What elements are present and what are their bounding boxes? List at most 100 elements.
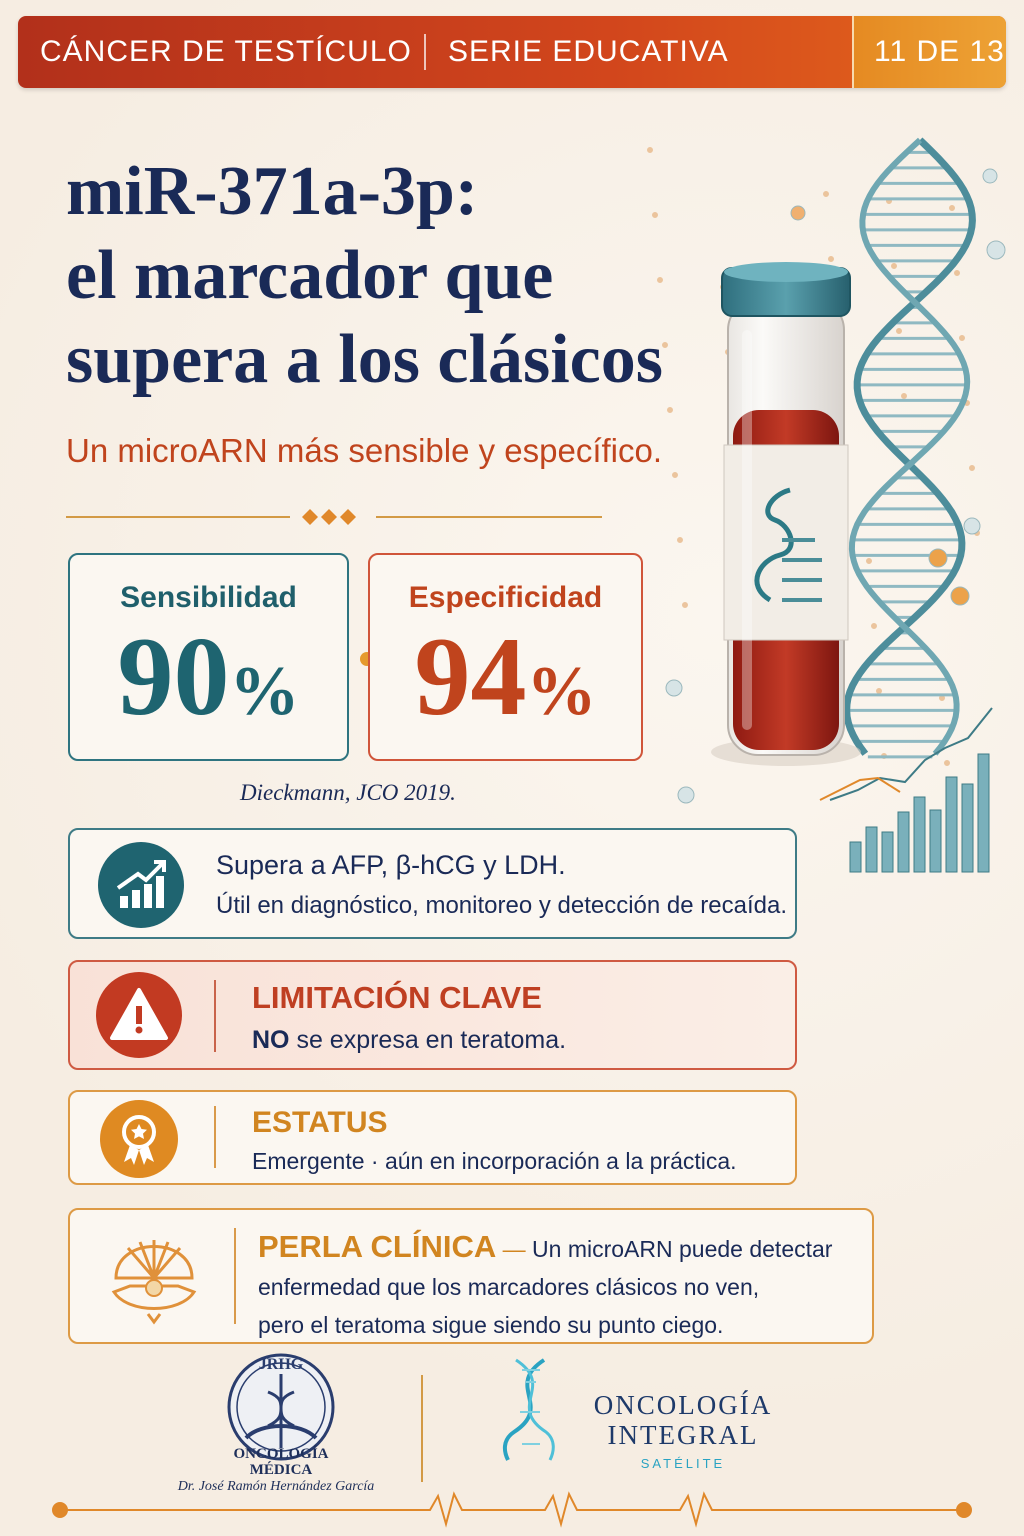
page-counter: 11 DE 13 — [874, 35, 1005, 68]
stat-box: Especificidad 94% — [368, 553, 643, 761]
network-node — [672, 472, 678, 478]
footer-line — [52, 1491, 972, 1528]
network-node — [896, 328, 902, 334]
title-line: el marcador que — [66, 237, 554, 314]
status-text: Emergente · aún en incorporación a la pr… — [252, 1148, 737, 1174]
warning-glyph — [110, 988, 168, 1040]
network-node — [901, 393, 907, 399]
limitation-card: LIMITACIÓN CLAVE NO se expresa en terato… — [68, 960, 797, 1070]
network-node — [647, 147, 653, 153]
bubble — [665, 679, 683, 697]
stat-value: 90% — [70, 617, 347, 752]
decor-trend — [829, 707, 993, 801]
title-line: miR-371a-3p: — [66, 153, 479, 230]
card-divider — [234, 1228, 236, 1324]
warning-icon — [96, 972, 182, 1058]
network-node — [657, 277, 663, 283]
network-node — [876, 688, 882, 694]
limitation-rest: se expresa en teratoma. — [289, 1026, 567, 1054]
card-divider — [214, 1106, 216, 1168]
network-node — [969, 465, 975, 471]
decor-bar — [977, 753, 990, 873]
network-node — [823, 191, 829, 197]
network-node — [667, 407, 673, 413]
header-series: CÁNCER DE TESTÍCULO — [40, 35, 412, 68]
logo-doctor: Dr. José Ramón Hernández García — [177, 1479, 375, 1494]
pearl-title: PERLA CLÍNICA — [258, 1229, 497, 1264]
header-subtitle: SERIE EDUCATIVA — [448, 35, 729, 68]
advantage-title: Supera a AFP, β-hCG y LDH. — [216, 850, 566, 880]
dna-strand — [848, 137, 971, 756]
pearl-line: pero el teratoma sigue siendo su punto c… — [258, 1312, 724, 1338]
trend-glyph — [116, 860, 166, 908]
stat-value: 94% — [370, 617, 641, 752]
network-node — [959, 335, 965, 341]
header-bar: CÁNCER DE TESTÍCULO SERIE EDUCATIVA 11 D… — [18, 16, 1006, 88]
bubble — [677, 786, 695, 804]
decor-bar — [897, 811, 910, 873]
award-glyph — [122, 1115, 156, 1165]
trend-icon — [98, 842, 184, 928]
decor-bar — [929, 809, 942, 873]
award-icon — [100, 1100, 178, 1178]
test-tube — [711, 262, 861, 766]
advantage-card: Supera a AFP, β-hCG y LDH. Útil en diagn… — [68, 828, 797, 939]
decor-bar — [881, 831, 894, 873]
decor-trend — [819, 776, 901, 801]
pearl-line: enfermedad que los marcadores clásicos n… — [258, 1274, 760, 1300]
network-node — [662, 342, 668, 348]
divider — [66, 509, 602, 525]
network-node — [949, 205, 955, 211]
bubble — [982, 168, 998, 184]
status-card: ESTATUS Emergente · aún en incorporación… — [68, 1090, 797, 1185]
bubble — [950, 586, 970, 606]
stat-box: Sensibilidad 90% — [68, 553, 349, 761]
pearl-card: PERLA CLÍNICA — Un microARN puede detect… — [68, 1208, 874, 1344]
org-name: ONCOLOGÍA INTEGRAL — [560, 1390, 806, 1450]
subtitle: Un microARN más sensible y específico. — [66, 432, 663, 469]
logo-name: ONCOLOGÍA MÉDICA — [186, 1446, 376, 1478]
bubble — [963, 517, 981, 535]
advantage-text: Útil en diagnóstico, monitoreo y detecci… — [216, 892, 787, 919]
stat-unit: % — [526, 653, 597, 730]
network-node — [682, 602, 688, 608]
limitation-title: LIMITACIÓN CLAVE — [252, 980, 542, 1015]
decor-bar — [913, 796, 926, 873]
network-node — [652, 212, 658, 218]
logo-emblem — [227, 1353, 335, 1461]
stat-label: Sensibilidad — [120, 581, 297, 614]
logo-name-line: ONCOLOGÍA — [233, 1446, 329, 1462]
org-name-line: ONCOLOGÍA — [593, 1390, 773, 1420]
bubble — [986, 240, 1006, 260]
network-node — [677, 537, 683, 543]
dna-strand — [843, 137, 976, 756]
network-node — [954, 270, 960, 276]
citation: Dieckmann, JCO 2019. — [240, 780, 456, 805]
org-name-line: INTEGRAL — [607, 1420, 759, 1450]
network-node — [891, 263, 897, 269]
bubble — [928, 548, 948, 568]
network-node — [871, 623, 877, 629]
network-node — [944, 760, 950, 766]
page-counter-bg: 11 DE 13 — [852, 16, 1006, 88]
header-separator — [424, 34, 426, 70]
pearl-line-text: Un microARN puede detectar — [532, 1236, 833, 1262]
stat-number: 94 — [414, 615, 527, 739]
logo-name-line: MÉDICA — [249, 1462, 313, 1478]
title: miR-371a-3p: el marcador que supera a lo… — [66, 150, 663, 402]
pearl-line: PERLA CLÍNICA — Un microARN puede detect… — [258, 1228, 832, 1268]
limitation-emphasis: NO — [252, 1026, 290, 1054]
dna-logo — [502, 1358, 555, 1461]
bubble — [790, 205, 806, 221]
network-node — [828, 256, 834, 262]
stat-label: Especificidad — [408, 581, 603, 614]
stat-unit: % — [229, 653, 300, 730]
limitation-text: NO se expresa en teratoma. — [252, 1026, 566, 1055]
pearl-text: PERLA CLÍNICA — Un microARN puede detect… — [258, 1228, 832, 1344]
title-line: supera a los clásicos — [66, 321, 663, 398]
org-location: SATÉLITE — [640, 1456, 726, 1471]
shell-icon — [111, 1240, 197, 1325]
decor-bar — [865, 826, 878, 873]
